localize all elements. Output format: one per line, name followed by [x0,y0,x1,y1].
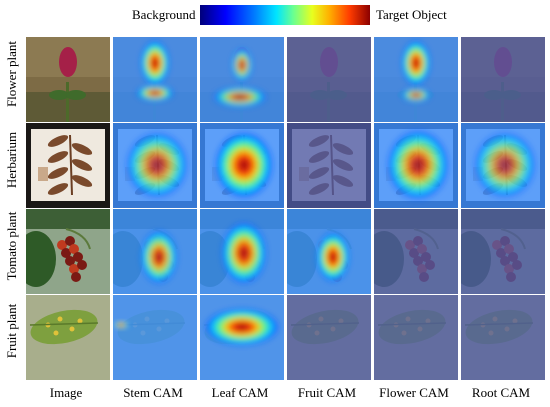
cell-herbarium-image [26,123,110,208]
cell-tomato-plant-leaf-cam [200,209,284,294]
column-label-leaf-cam: Leaf CAM [211,385,269,400]
cell-tomato-plant-image [26,209,110,294]
cell-fruit-plant-leaf-cam [200,295,284,380]
cell-herbarium-flower-cam [374,123,458,208]
colormap-bar [200,5,370,25]
cell-fruit-plant-image [26,295,110,380]
cell-tomato-plant-fruit-cam [287,209,371,294]
cell-herbarium-root-cam [461,123,545,208]
cell-tomato-plant-stem-cam [113,209,197,294]
cell-herbarium-fruit-cam [287,123,371,208]
cell-fruit-plant-stem-cam [113,295,197,380]
column-label-root-cam: Root CAM [471,385,531,400]
cell-herbarium-leaf-cam [200,123,284,208]
cell-flower-plant-root-cam [461,37,545,122]
cell-flower-plant-flower-cam [374,37,458,122]
cell-tomato-plant-flower-cam [374,209,458,294]
row-label-fruit-plant: Fruit plant [4,303,19,359]
legend-high-label: Target Object [376,7,447,22]
row-label-tomato-plant: Tomato plant [4,211,19,281]
cell-flower-plant-stem-cam [113,37,197,122]
column-label-flower-cam: Flower CAM [379,385,449,400]
row-label-flower-plant: Flower plant [4,40,19,108]
column-label-stem-cam: Stem CAM [123,385,183,400]
cell-fruit-plant-flower-cam [374,295,458,380]
cell-flower-plant-leaf-cam [200,37,284,122]
cell-tomato-plant-root-cam [461,209,545,294]
cell-herbarium-stem-cam [113,123,197,208]
column-label-fruit-cam: Fruit CAM [297,385,357,400]
cell-flower-plant-fruit-cam [287,37,371,122]
legend-low-label: Background [132,7,196,22]
cell-fruit-plant-fruit-cam [287,295,371,380]
column-label-image: Image [49,385,83,400]
cell-flower-plant-image [26,37,110,122]
row-label-herbarium: Herbarium [4,131,19,189]
cell-fruit-plant-root-cam [461,295,545,380]
